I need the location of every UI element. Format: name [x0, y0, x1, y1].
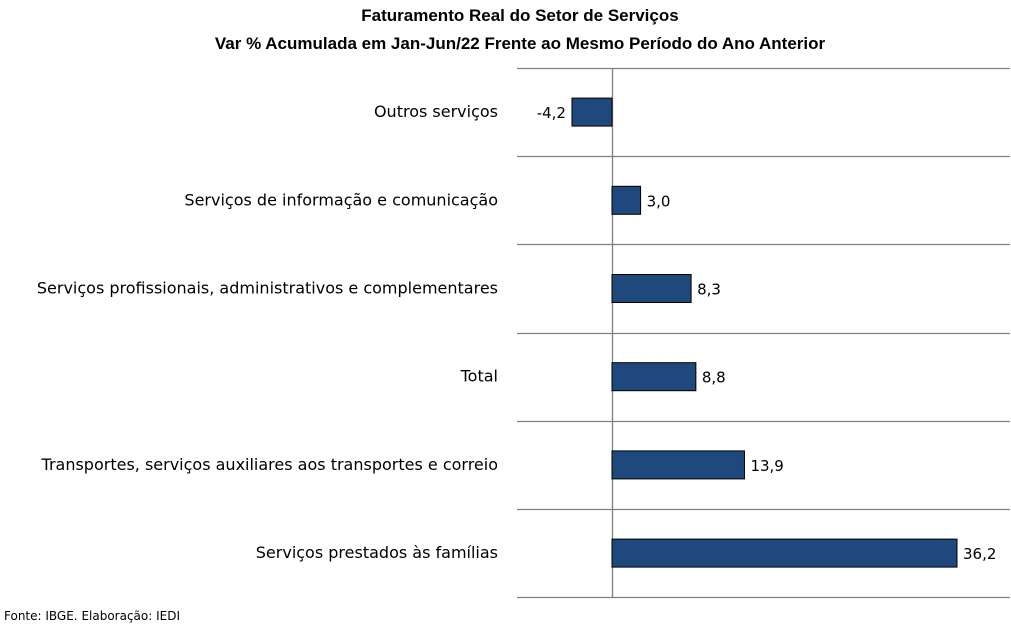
chart-title: Faturamento Real do Setor de Serviços: [361, 6, 679, 25]
category-label: Total: [460, 367, 498, 386]
bar: [611, 185, 642, 215]
data-label: 8,3: [697, 281, 721, 299]
source-note: Fonte: IBGE. Elaboração: IEDI: [4, 609, 181, 623]
category-label: Outros serviços: [374, 102, 498, 121]
category-label: Transportes, serviços auxiliares aos tra…: [41, 455, 498, 474]
category-label: Serviços prestados às famílias: [256, 543, 498, 562]
bar: [611, 450, 745, 480]
chart-subtitle: Var % Acumulada em Jan-Jun/22 Frente ao …: [214, 34, 826, 53]
data-label: 36,2: [963, 545, 996, 563]
category-label: Serviços profissionais, administrativos …: [37, 279, 498, 298]
category-label: Serviços de informação e comunicação: [184, 190, 498, 209]
data-label: 3,0: [647, 192, 671, 210]
data-label: 13,9: [750, 457, 783, 475]
data-label: 8,8: [702, 369, 726, 387]
bar: [611, 362, 697, 392]
bar: [611, 538, 958, 568]
data-label: -4,2: [537, 104, 566, 122]
bar: [571, 97, 613, 127]
bar: [611, 274, 692, 303]
